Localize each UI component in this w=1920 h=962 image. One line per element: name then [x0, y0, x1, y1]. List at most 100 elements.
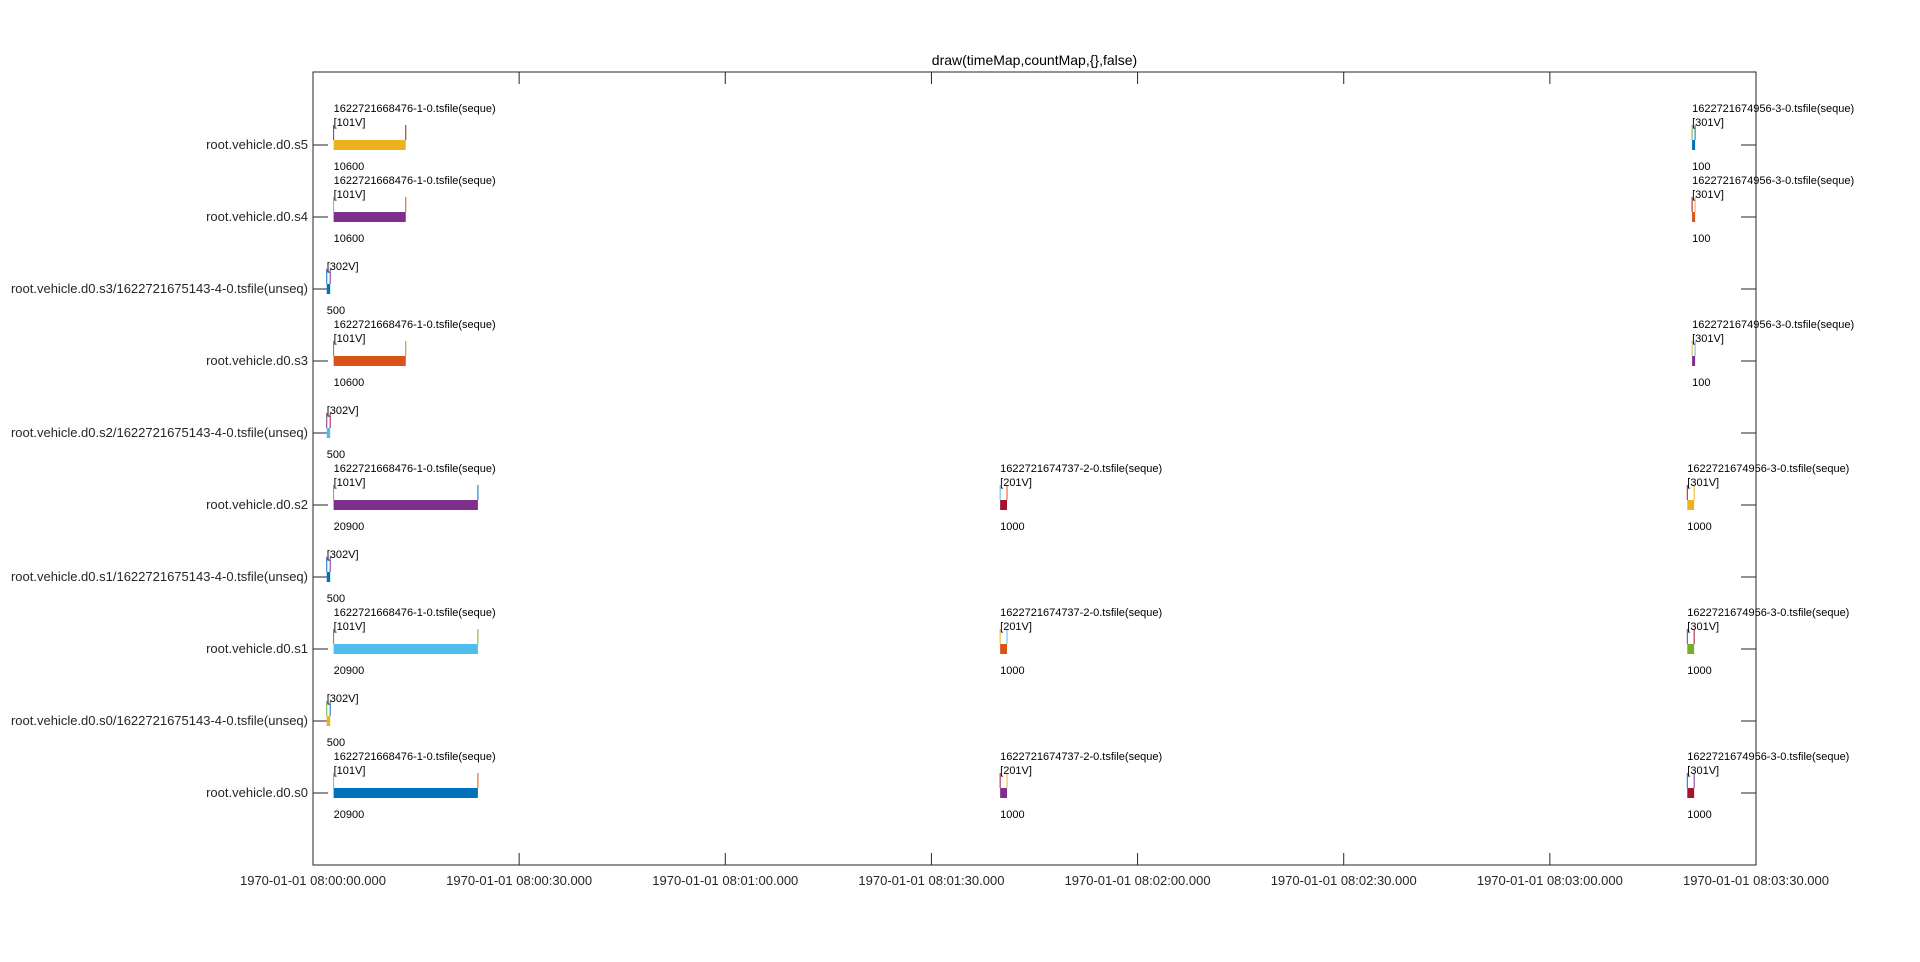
segment-bar — [333, 788, 478, 798]
segment-version-label: [101V] — [334, 765, 366, 777]
segment-version-label: [201V] — [1000, 765, 1032, 777]
segment-count-label: 10600 — [334, 233, 365, 245]
segment-bar — [1687, 788, 1695, 798]
segment-count-label: 1000 — [1000, 809, 1024, 821]
row-label: root.vehicle.d0.s3/1622721675143-4-0.tsf… — [11, 281, 308, 296]
segment-file-label: 1622721674956-3-0.tsfile(seque) — [1692, 175, 1854, 187]
segment-count-label: 500 — [327, 593, 345, 605]
segment-file-label: 1622721668476-1-0.tsfile(seque) — [334, 319, 496, 331]
data-marks: 1622721668476-1-0.tsfile(seque) [101V] 106… — [326, 103, 1854, 821]
row-label: root.vehicle.d0.s2 — [206, 497, 308, 512]
segment-file-label: 1622721674956-3-0.tsfile(seque) — [1687, 463, 1849, 475]
segment-count-label: 20900 — [334, 809, 365, 821]
row-label: root.vehicle.d0.s0 — [206, 785, 308, 800]
segment-bar — [1000, 788, 1008, 798]
row-label: root.vehicle.d0.s2/1622721675143-4-0.tsf… — [11, 425, 308, 440]
segment-bar — [326, 284, 331, 294]
segment-file-label: 1622721668476-1-0.tsfile(seque) — [334, 751, 496, 763]
segment-count-label: 500 — [327, 305, 345, 317]
segment-count-label: 10600 — [334, 377, 365, 389]
segment-count-label: 100 — [1692, 377, 1710, 389]
segment: 1622721674956-3-0.tsfile(seque) [301V] 100 — [1691, 103, 1854, 173]
segment-bar — [326, 572, 331, 582]
x-tick-label: 1970-01-01 08:02:30.000 — [1271, 873, 1417, 888]
segment: 1622721668476-1-0.tsfile(seque) [101V] 106… — [333, 175, 496, 245]
x-tick-label: 1970-01-01 08:01:30.000 — [858, 873, 1004, 888]
segment-file-label: 1622721674956-3-0.tsfile(seque) — [1687, 607, 1849, 619]
x-tick-label: 1970-01-01 08:00:00.000 — [240, 873, 386, 888]
segment: [302V] 500 — [326, 261, 359, 317]
segment: 1622721674956-3-0.tsfile(seque) [301V] 100… — [1686, 463, 1849, 533]
row-labels: root.vehicle.d0.s5 root.vehicle.d0.s4 root… — [11, 137, 1756, 800]
x-tick-label: 1970-01-01 08:03:00.000 — [1477, 873, 1623, 888]
segment-count-label: 500 — [327, 737, 345, 749]
segment-file-label: 1622721668476-1-0.tsfile(seque) — [334, 607, 496, 619]
segment-bar — [1687, 644, 1695, 654]
segment-count-label: 100 — [1692, 233, 1710, 245]
segment-count-label: 1000 — [1000, 521, 1024, 533]
segment-bar — [326, 716, 331, 726]
axis-ticks: 1970-01-01 08:00:00.000 1970-01-01 08:00:… — [240, 72, 1829, 888]
segment: 1622721668476-1-0.tsfile(seque) [101V] 106… — [333, 103, 496, 173]
segment-version-label: [101V] — [334, 333, 366, 345]
row-label: root.vehicle.d0.s0/1622721675143-4-0.tsf… — [11, 713, 308, 728]
segment-version-label: [101V] — [334, 189, 366, 201]
segment-version-label: [301V] — [1687, 765, 1719, 777]
x-tick-label: 1970-01-01 08:01:00.000 — [652, 873, 798, 888]
segment-file-label: 1622721674956-3-0.tsfile(seque) — [1692, 319, 1854, 331]
segment-version-label: [302V] — [327, 549, 359, 561]
row-label: root.vehicle.d0.s1 — [206, 641, 308, 656]
segment-bar — [1692, 140, 1696, 150]
chart-title: draw(timeMap,countMap,{},false) — [932, 52, 1137, 68]
segment: 1622721674956-3-0.tsfile(seque) [301V] 100… — [1686, 607, 1849, 677]
segment: 1622721674737-2-0.tsfile(seque) [201V] 100… — [999, 751, 1162, 821]
segment-version-label: [301V] — [1687, 477, 1719, 489]
row-label: root.vehicle.d0.s5 — [206, 137, 308, 152]
segment: 1622721674956-3-0.tsfile(seque) [301V] 100 — [1691, 175, 1854, 245]
segment-version-label: [101V] — [334, 117, 366, 129]
segment-bar — [1000, 644, 1008, 654]
segment-bar — [333, 356, 406, 366]
segment-file-label: 1622721668476-1-0.tsfile(seque) — [334, 463, 496, 475]
segment-count-label: 100 — [1692, 161, 1710, 173]
segment-count-label: 10600 — [334, 161, 365, 173]
segment-version-label: [302V] — [327, 261, 359, 273]
segment-file-label: 1622721674737-2-0.tsfile(seque) — [1000, 607, 1162, 619]
segment-count-label: 500 — [327, 449, 345, 461]
segment-count-label: 1000 — [1687, 809, 1711, 821]
segment-file-label: 1622721668476-1-0.tsfile(seque) — [334, 103, 496, 115]
segment-file-label: 1622721674956-3-0.tsfile(seque) — [1687, 751, 1849, 763]
segment-bar — [1687, 500, 1695, 510]
segment: [302V] 500 — [326, 405, 359, 461]
row-label: root.vehicle.d0.s1/1622721675143-4-0.tsf… — [11, 569, 308, 584]
segment-bar — [1000, 500, 1008, 510]
plot-area — [312, 71, 1757, 866]
segment: 1622721674737-2-0.tsfile(seque) [201V] 100… — [999, 607, 1162, 677]
segment-version-label: [301V] — [1687, 621, 1719, 633]
segment-version-label: [201V] — [1000, 621, 1032, 633]
segment-version-label: [101V] — [334, 621, 366, 633]
segment-file-label: 1622721674737-2-0.tsfile(seque) — [1000, 463, 1162, 475]
segment-version-label: [301V] — [1692, 333, 1724, 345]
segment-count-label: 1000 — [1687, 665, 1711, 677]
segment-bar — [333, 500, 478, 510]
segment-count-label: 20900 — [334, 665, 365, 677]
segment-bar — [333, 212, 406, 222]
segment: 1622721668476-1-0.tsfile(seque) [101V] 106… — [333, 319, 496, 389]
segment-bar — [333, 140, 406, 150]
segment-version-label: [302V] — [327, 693, 359, 705]
segment: 1622721668476-1-0.tsfile(seque) [101V] 209… — [333, 607, 496, 677]
segment-file-label: 1622721668476-1-0.tsfile(seque) — [334, 175, 496, 187]
segment-bar — [333, 644, 478, 654]
segment-count-label: 20900 — [334, 521, 365, 533]
segment-version-label: [301V] — [1692, 189, 1724, 201]
segment-version-label: [201V] — [1000, 477, 1032, 489]
segment-file-label: 1622721674956-3-0.tsfile(seque) — [1692, 103, 1854, 115]
segment-bar — [1692, 356, 1696, 366]
segment-version-label: [301V] — [1692, 117, 1724, 129]
segment: 1622721674956-3-0.tsfile(seque) [301V] 100 — [1691, 319, 1854, 389]
segment: [302V] 500 — [326, 549, 359, 605]
segment-count-label: 1000 — [1687, 521, 1711, 533]
segment-version-label: [101V] — [334, 477, 366, 489]
